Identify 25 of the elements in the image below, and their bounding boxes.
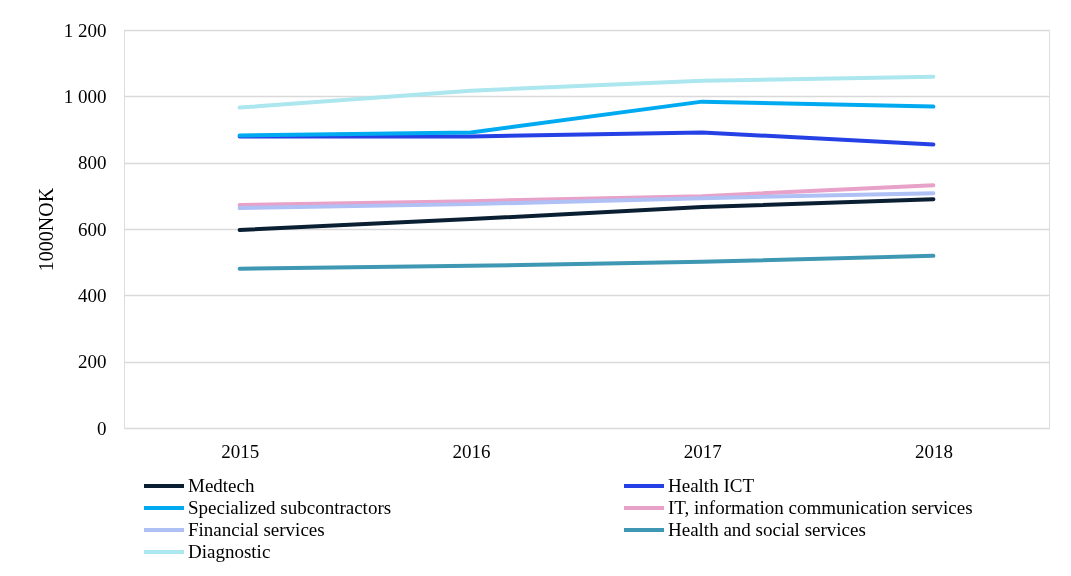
line-series (237, 253, 936, 271)
line-series (237, 197, 936, 232)
legend-label: Financial services (188, 519, 325, 540)
line-series (237, 191, 936, 211)
y-tick-label: 1 200 (63, 19, 107, 41)
legend-label: Medtech (188, 475, 255, 496)
y-tick-label: 400 (78, 284, 107, 306)
x-tick-label: 2015 (221, 440, 260, 462)
y-axis-title: 1000NOK (34, 187, 57, 272)
y-tick-label: 600 (78, 218, 107, 240)
line-series (237, 74, 936, 110)
y-tick-label: 1 000 (63, 85, 107, 107)
legend-label: IT, information communication services (668, 497, 973, 518)
x-tick-label: 2018 (914, 440, 953, 462)
line-series (237, 99, 936, 138)
legend-label: Health ICT (668, 475, 755, 496)
x-tick-label: 2016 (452, 440, 491, 462)
y-tick-label: 200 (78, 351, 107, 373)
legend-label: Specialized subcontractors (188, 497, 392, 518)
y-tick-label: 0 (97, 417, 107, 439)
x-tick-label: 2017 (683, 440, 722, 462)
line-series (237, 183, 936, 208)
legend-label: Health and social services (668, 519, 866, 540)
y-tick-label: 800 (78, 152, 107, 174)
legend-label: Diagnostic (188, 541, 271, 562)
